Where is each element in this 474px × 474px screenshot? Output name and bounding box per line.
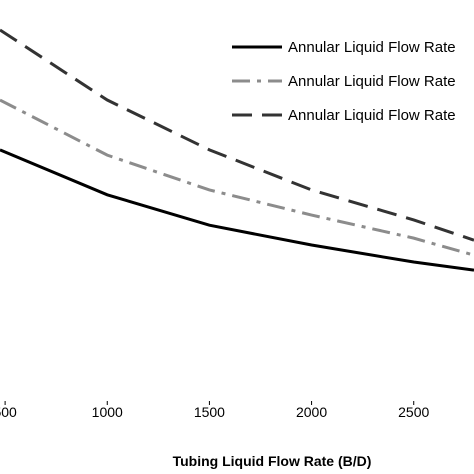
x-tick-label: 1500 (194, 404, 225, 420)
data-line (0, 98, 474, 257)
data-line (0, 148, 474, 272)
data-line (0, 28, 474, 242)
x-tick-label: 2500 (398, 404, 429, 420)
x-tick-label: 1000 (92, 404, 123, 420)
x-tick-label: 2000 (296, 404, 327, 420)
legend-label: Annular Liquid Flow Rate (288, 39, 456, 56)
legend-label: Annular Liquid Flow Rate (288, 107, 456, 124)
legend-label: Annular Liquid Flow Rate (288, 73, 456, 90)
x-axis-title: Tubing Liquid Flow Rate (B/D) (173, 453, 372, 469)
x-tick-label: 500 (0, 404, 17, 420)
